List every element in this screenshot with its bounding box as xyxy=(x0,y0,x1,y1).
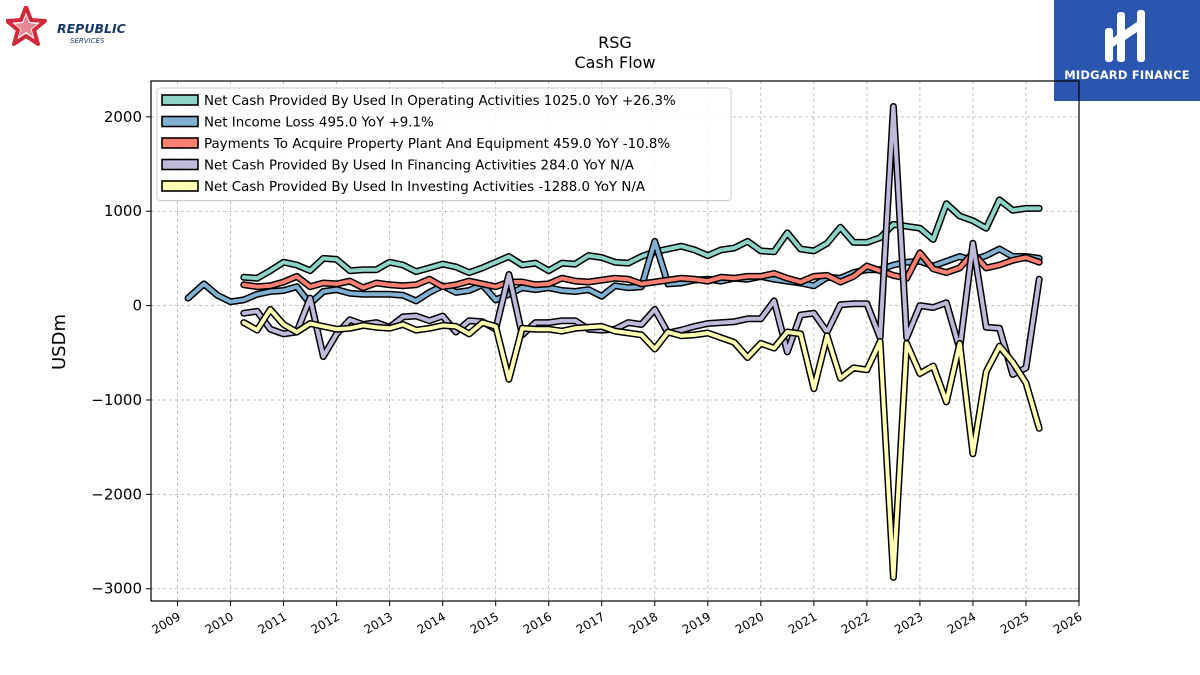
x-tick-label: 2019 xyxy=(680,609,713,636)
midgard-finance-logo: MIDGARD FINANCE xyxy=(1054,0,1200,101)
x-tick-label: 2013 xyxy=(362,609,395,636)
x-tick-label: 2018 xyxy=(627,609,660,636)
series-line xyxy=(241,104,1042,377)
y-tick-label: 0 xyxy=(132,297,142,315)
series-layer xyxy=(184,103,1043,581)
series-line xyxy=(241,307,1042,580)
republic-services-logo: REPUBLIC SERVICES xyxy=(5,5,156,54)
y-tick-label: −1000 xyxy=(91,391,142,409)
x-tick-label: 2020 xyxy=(733,609,766,636)
x-tick-label: 2023 xyxy=(892,609,925,636)
x-tick-label: 2011 xyxy=(256,609,289,636)
legend-swatch xyxy=(161,115,199,128)
x-axis: 2009 2010 2011 2012 2013 2014 2015 2016 2017 2018… xyxy=(150,601,1085,637)
chart-subtitle: Cash Flow xyxy=(574,53,655,72)
series-1 xyxy=(240,196,1043,282)
y-tick-label: 1000 xyxy=(104,202,142,220)
y-tick-label: 2000 xyxy=(104,108,142,126)
x-tick-label: 2025 xyxy=(998,609,1031,636)
legend-box xyxy=(156,87,732,201)
y-axis-label: USDm xyxy=(49,314,70,370)
x-tick-label: 2021 xyxy=(786,609,819,636)
y-tick-label: −3000 xyxy=(91,580,142,598)
legend-swatch xyxy=(161,180,199,192)
series-4 xyxy=(240,103,1043,378)
x-tick-label: 2014 xyxy=(415,609,448,636)
republic-star-icon: REPUBLIC SERVICES xyxy=(5,5,127,46)
legend-label: Payments To Acquire Property Plant And E… xyxy=(204,137,670,152)
x-tick-label: 2017 xyxy=(574,609,607,636)
legend-label: Net Cash Provided By Used In Financing A… xyxy=(204,159,635,174)
x-tick-label: 2024 xyxy=(945,609,978,636)
legend-label: Net Cash Provided By Used In Operating A… xyxy=(204,94,676,109)
x-tick-label: 2009 xyxy=(150,609,183,636)
series-5 xyxy=(240,305,1043,581)
republic-logo-text: REPUBLIC xyxy=(57,21,127,36)
plot-frame xyxy=(150,80,1080,602)
legend-label: Net Income Loss 495.0 YoY +9.1% xyxy=(204,116,434,131)
x-tick-label: 2012 xyxy=(309,609,342,636)
republic-logo-subtext: SERVICES xyxy=(70,37,105,45)
chart-title: RSG xyxy=(598,33,632,52)
series-line xyxy=(241,197,1042,281)
x-tick-label: 2010 xyxy=(203,609,236,636)
midgard-logo-text: MIDGARD FINANCE xyxy=(1064,68,1190,82)
legend-swatch xyxy=(161,94,199,106)
series-line xyxy=(186,239,1042,306)
legend-label: Net Cash Provided By Used In Investing A… xyxy=(204,180,646,195)
x-tick-label: 2016 xyxy=(521,609,554,636)
legend-swatch xyxy=(161,137,199,149)
x-tick-label: 2022 xyxy=(839,609,872,636)
y-axis: −3000 −2000 −1000 0 1000 2000 xyxy=(91,108,151,598)
y-tick-label: −2000 xyxy=(91,485,142,503)
legend-swatch xyxy=(161,158,199,171)
x-tick-label: 2026 xyxy=(1051,609,1084,636)
midgard-emblem-icon xyxy=(1105,10,1145,62)
legend: Net Cash Provided By Used In Operating A… xyxy=(156,87,732,201)
x-tick-label: 2015 xyxy=(468,609,501,636)
series-2 xyxy=(184,237,1043,308)
